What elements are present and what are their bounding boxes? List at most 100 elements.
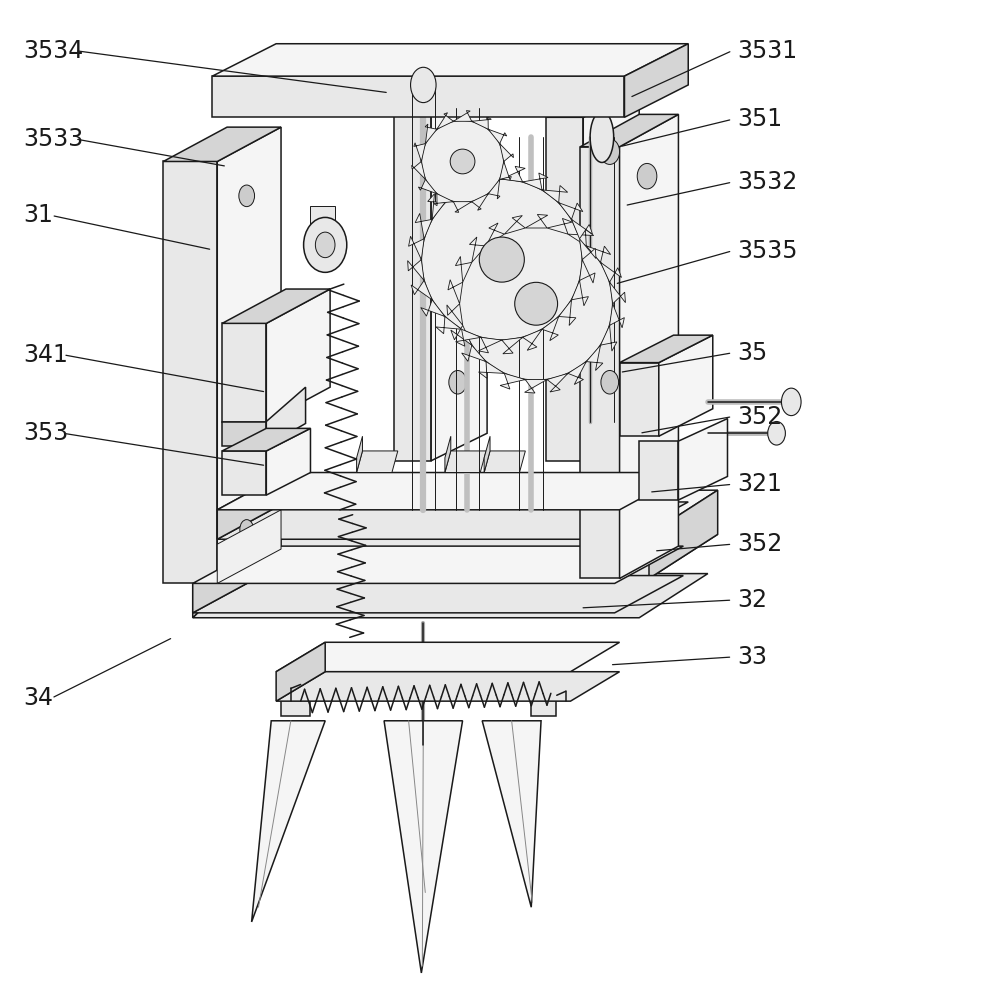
Polygon shape [478,362,505,378]
Polygon shape [546,117,584,461]
Polygon shape [649,490,717,578]
Polygon shape [267,289,330,422]
Polygon shape [445,451,486,473]
Polygon shape [222,422,267,446]
Text: 35: 35 [737,341,768,365]
Polygon shape [620,335,712,363]
Polygon shape [456,256,471,282]
Polygon shape [531,672,571,686]
Polygon shape [193,574,707,618]
Polygon shape [418,179,437,194]
Ellipse shape [460,227,613,380]
Polygon shape [217,510,281,583]
Polygon shape [659,335,712,436]
Polygon shape [586,345,603,370]
Ellipse shape [240,461,254,480]
Ellipse shape [781,388,801,416]
Polygon shape [523,173,548,190]
Text: 33: 33 [737,645,768,669]
Polygon shape [500,144,514,161]
Polygon shape [580,260,595,283]
Polygon shape [394,73,431,461]
Polygon shape [193,534,237,618]
Polygon shape [411,280,432,300]
Polygon shape [481,165,502,182]
Text: 321: 321 [737,472,782,496]
Polygon shape [425,124,437,144]
Polygon shape [581,147,620,578]
Polygon shape [484,451,525,473]
Polygon shape [217,473,688,510]
Polygon shape [488,129,507,144]
Text: 353: 353 [23,421,68,445]
Polygon shape [277,642,325,701]
Ellipse shape [421,179,583,340]
Polygon shape [356,436,362,473]
Ellipse shape [601,370,619,394]
Polygon shape [407,260,424,280]
Polygon shape [434,194,454,206]
Text: 341: 341 [23,343,68,367]
Polygon shape [471,194,488,210]
Polygon shape [454,111,471,121]
Polygon shape [620,363,659,436]
Polygon shape [428,194,445,219]
Polygon shape [447,304,462,325]
Polygon shape [572,280,588,306]
Polygon shape [484,436,490,473]
Polygon shape [411,161,425,179]
Polygon shape [421,300,445,316]
Text: 31: 31 [23,203,53,227]
Ellipse shape [448,124,467,150]
Polygon shape [173,490,242,578]
Polygon shape [456,329,481,346]
Polygon shape [414,143,425,161]
Polygon shape [213,44,688,76]
Polygon shape [436,316,461,334]
Polygon shape [488,179,500,199]
Polygon shape [267,428,311,495]
Polygon shape [193,546,683,583]
Text: 34: 34 [23,686,53,710]
Text: 351: 351 [737,107,782,131]
Polygon shape [542,185,568,203]
Text: 352: 352 [737,532,782,556]
Polygon shape [461,345,486,362]
Polygon shape [586,246,611,262]
Polygon shape [625,44,688,117]
Polygon shape [277,672,620,701]
Polygon shape [445,179,461,203]
Polygon shape [568,229,593,246]
Polygon shape [431,49,487,461]
Ellipse shape [410,67,436,103]
Ellipse shape [590,111,614,162]
Ellipse shape [515,282,558,325]
Polygon shape [222,323,267,422]
Ellipse shape [639,380,656,404]
Polygon shape [217,127,281,583]
Polygon shape [281,672,325,686]
Polygon shape [678,419,727,500]
Polygon shape [640,441,678,500]
Text: 32: 32 [737,588,768,612]
Polygon shape [163,161,217,583]
Polygon shape [486,223,505,246]
Polygon shape [267,387,306,446]
Polygon shape [217,502,688,539]
Ellipse shape [600,139,620,164]
Text: 3535: 3535 [737,239,798,263]
Polygon shape [454,202,471,212]
Polygon shape [482,721,541,907]
Polygon shape [193,576,683,613]
Polygon shape [581,114,678,147]
Polygon shape [415,213,432,239]
Polygon shape [524,380,547,393]
Ellipse shape [433,500,462,520]
Polygon shape [222,451,267,495]
Polygon shape [448,280,462,304]
Polygon shape [163,127,281,161]
Polygon shape [384,721,462,973]
Text: 3534: 3534 [23,39,84,63]
Polygon shape [277,642,620,672]
Polygon shape [580,239,596,260]
